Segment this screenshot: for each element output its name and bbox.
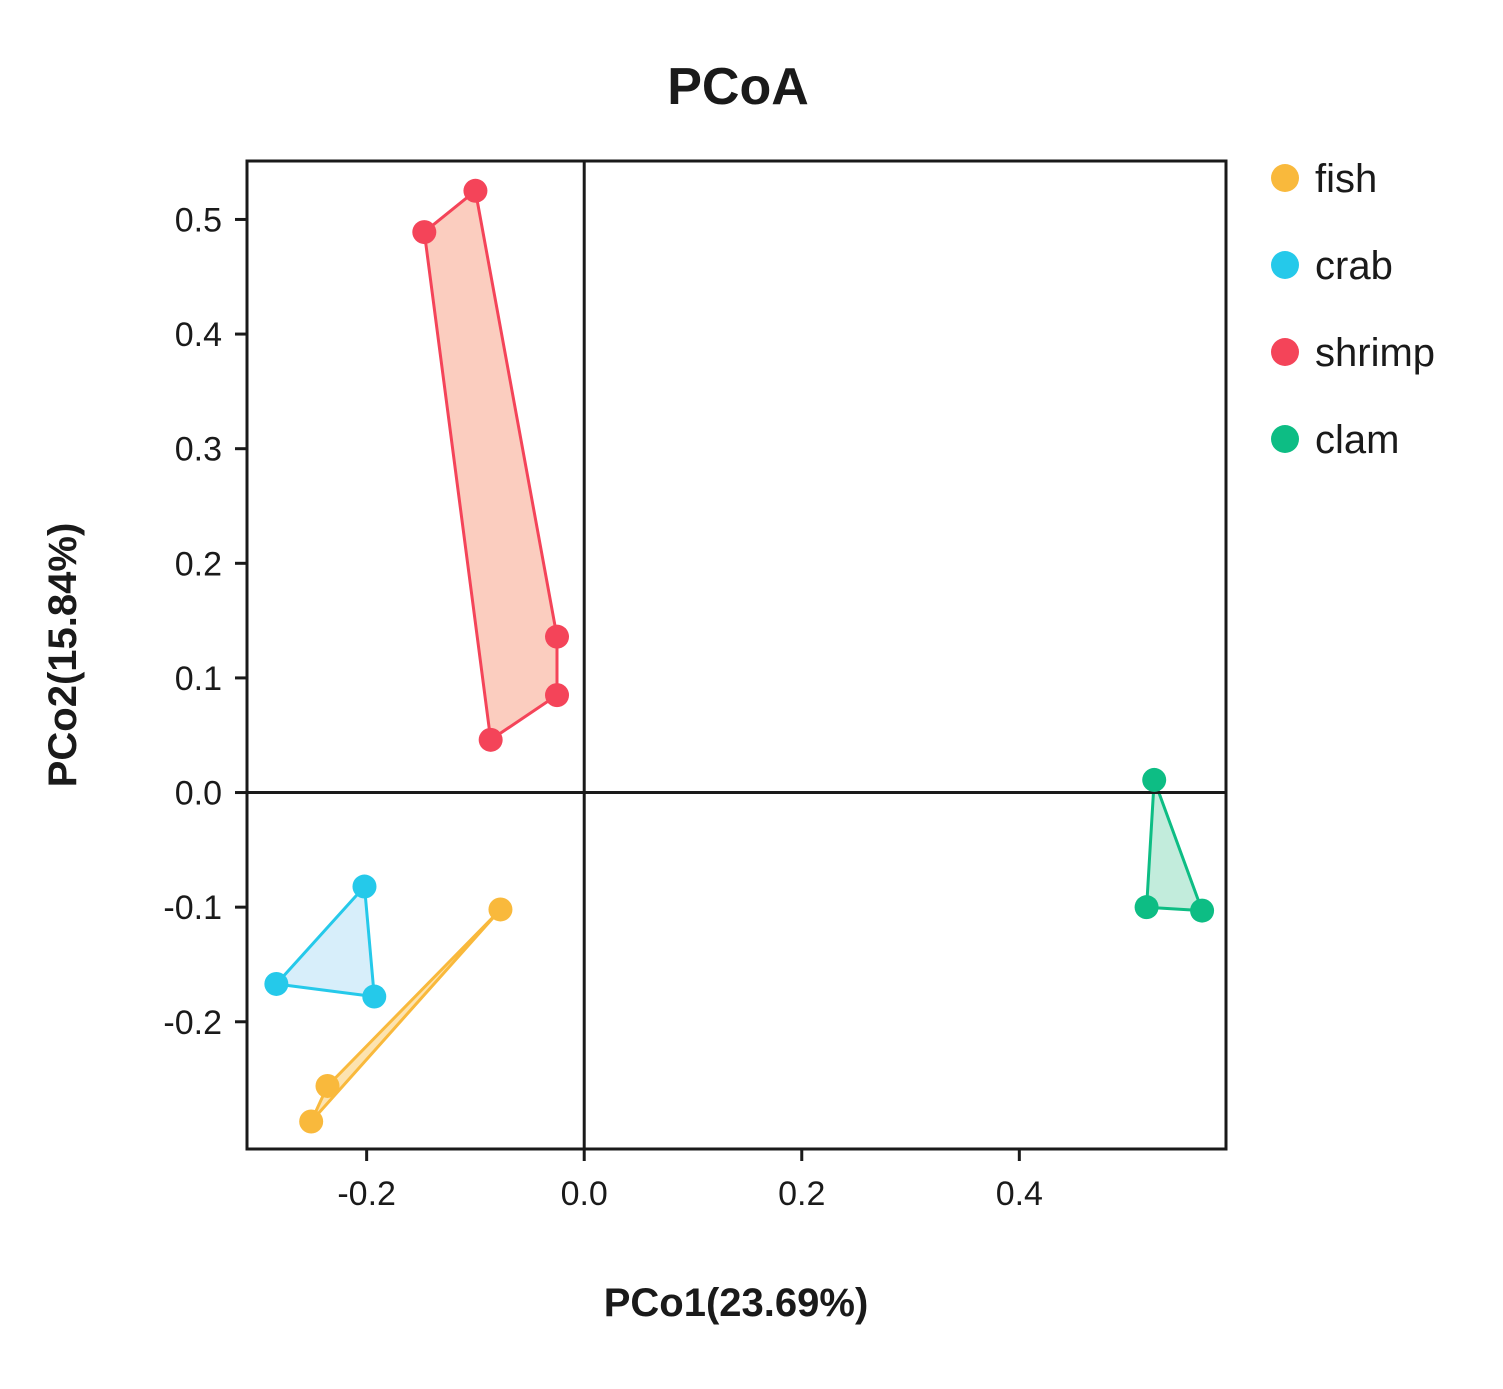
- y-tick-label: 0.3: [175, 431, 222, 469]
- point-clam-1: [1142, 767, 1167, 792]
- x-axis-ticks: -0.2 0.0 0.2 0.4: [337, 1149, 1043, 1213]
- legend-label-clam: clam: [1315, 418, 1399, 462]
- point-crab-2: [264, 971, 289, 996]
- hull-fish: [309, 908, 502, 1123]
- y-tick-label: 0.0: [175, 775, 222, 813]
- point-clam-3: [1190, 898, 1215, 923]
- legend-marker-fish: [1271, 164, 1299, 192]
- chart-title: PCoA: [667, 58, 809, 116]
- x-tick-label: -0.2: [337, 1175, 396, 1213]
- point-clam-2: [1134, 895, 1159, 920]
- y-tick-label: 0.2: [175, 545, 222, 583]
- point-crab-1: [352, 874, 377, 899]
- y-tick-label: 0.5: [175, 201, 222, 239]
- point-crab-3: [362, 984, 387, 1009]
- y-axis-label: PCo2(15.84%): [41, 523, 85, 788]
- reference-lines: [247, 161, 1226, 1149]
- y-tick-label: -0.2: [163, 1004, 222, 1042]
- hull-clam: [1145, 778, 1204, 913]
- data-points: [264, 178, 1215, 1134]
- legend: fish crab shrimp clam: [1271, 157, 1435, 462]
- point-shrimp-2: [412, 220, 437, 245]
- y-tick-label: -0.1: [163, 889, 222, 927]
- legend-label-crab: crab: [1315, 244, 1393, 288]
- legend-marker-clam: [1271, 425, 1299, 453]
- point-fish-1: [488, 897, 513, 922]
- point-shrimp-4: [545, 683, 570, 708]
- x-tick-label: 0.2: [778, 1175, 825, 1213]
- point-fish-3: [299, 1109, 324, 1134]
- legend-marker-crab: [1271, 251, 1299, 279]
- x-tick-label: 0.0: [561, 1175, 608, 1213]
- plot-frame: [245, 159, 1228, 1151]
- group-hulls: [274, 189, 1204, 1123]
- x-tick-label: 0.4: [996, 1175, 1043, 1213]
- point-shrimp-5: [478, 727, 503, 752]
- legend-label-shrimp: shrimp: [1315, 331, 1435, 375]
- hull-crab: [274, 885, 376, 999]
- point-shrimp-1: [463, 178, 488, 203]
- point-shrimp-3: [545, 624, 570, 649]
- x-axis-label: PCo1(23.69%): [604, 1281, 869, 1325]
- y-tick-label: 0.4: [175, 316, 222, 354]
- y-tick-label: 0.1: [175, 660, 222, 698]
- y-axis-ticks: -0.2 -0.1 0.0 0.1 0.2 0.3 0.4 0.5: [163, 201, 247, 1042]
- legend-label-fish: fish: [1315, 157, 1377, 201]
- legend-marker-shrimp: [1271, 338, 1299, 366]
- point-fish-2: [315, 1073, 340, 1098]
- hull-shrimp: [422, 189, 559, 742]
